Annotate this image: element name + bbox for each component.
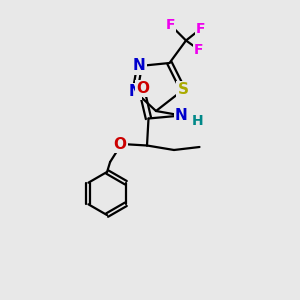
Text: N: N — [129, 84, 141, 99]
Text: O: O — [113, 136, 127, 152]
Text: S: S — [178, 82, 188, 98]
Text: F: F — [196, 22, 205, 36]
Text: H: H — [191, 114, 203, 128]
Text: O: O — [136, 81, 149, 96]
Text: F: F — [166, 18, 175, 32]
Text: N: N — [175, 108, 188, 123]
Text: F: F — [194, 43, 203, 56]
Text: N: N — [133, 58, 146, 74]
